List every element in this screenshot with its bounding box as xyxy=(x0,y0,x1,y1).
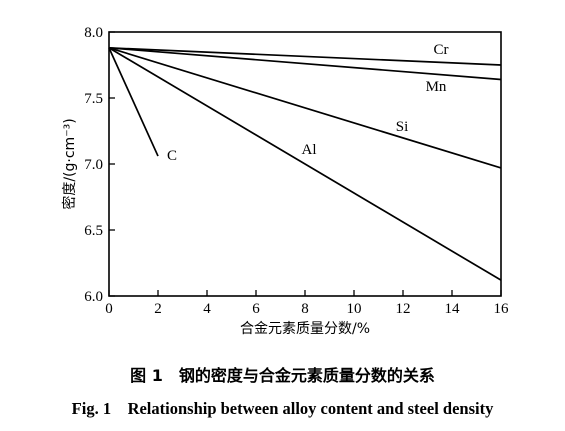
series-label-si: Si xyxy=(396,119,409,135)
x-tick-label: 6 xyxy=(252,301,260,317)
series-line-c xyxy=(108,47,159,157)
series-label-mn: Mn xyxy=(426,79,447,95)
y-tick-label: 8.0 xyxy=(84,25,103,41)
x-axis-ticks: 0 2 4 6 8 10 12 14 16 xyxy=(105,290,509,317)
x-tick-label: 10 xyxy=(347,301,362,317)
series-label-al: Al xyxy=(302,142,317,158)
series-label-cr: Cr xyxy=(434,42,449,58)
y-axis-ticks: 6.0 6.5 7.0 7.5 8.0 xyxy=(84,25,115,305)
y-axis-title: 密度/(g·cm⁻³) xyxy=(61,118,78,209)
x-axis-title: 合金元素质量分数/% xyxy=(240,321,370,337)
x-tick-label: 2 xyxy=(154,301,162,317)
series-label-c: C xyxy=(167,148,177,164)
series-labels: Cr Mn Si Al C xyxy=(167,42,449,164)
series-line-mn xyxy=(108,46,502,81)
y-tick-label: 7.0 xyxy=(84,157,103,173)
x-tick-label: 0 xyxy=(105,301,113,317)
x-tick-label: 12 xyxy=(396,301,411,317)
figure-caption-en: Fig. 1 Relationship between alloy conten… xyxy=(71,399,494,418)
series-line-si xyxy=(108,47,502,169)
x-tick-label: 16 xyxy=(494,301,510,317)
y-tick-label: 6.0 xyxy=(84,289,103,305)
y-tick-label: 6.5 xyxy=(84,223,103,239)
y-tick-label: 7.5 xyxy=(84,91,103,107)
density-chart: 0 2 4 6 8 10 12 14 16 6.06.57.07.58.0 CrMnSiAlC … xyxy=(61,25,509,337)
series-line-cr xyxy=(108,46,502,66)
x-tick-label: 8 xyxy=(301,301,309,317)
x-tick-label: 4 xyxy=(203,301,211,317)
x-tick-label: 14 xyxy=(445,301,461,317)
series-lines xyxy=(108,46,502,281)
series-line-al xyxy=(108,47,502,281)
figure-caption-cn: 图 1 钢的密度与合金元素质量分数的关系 xyxy=(130,366,435,385)
